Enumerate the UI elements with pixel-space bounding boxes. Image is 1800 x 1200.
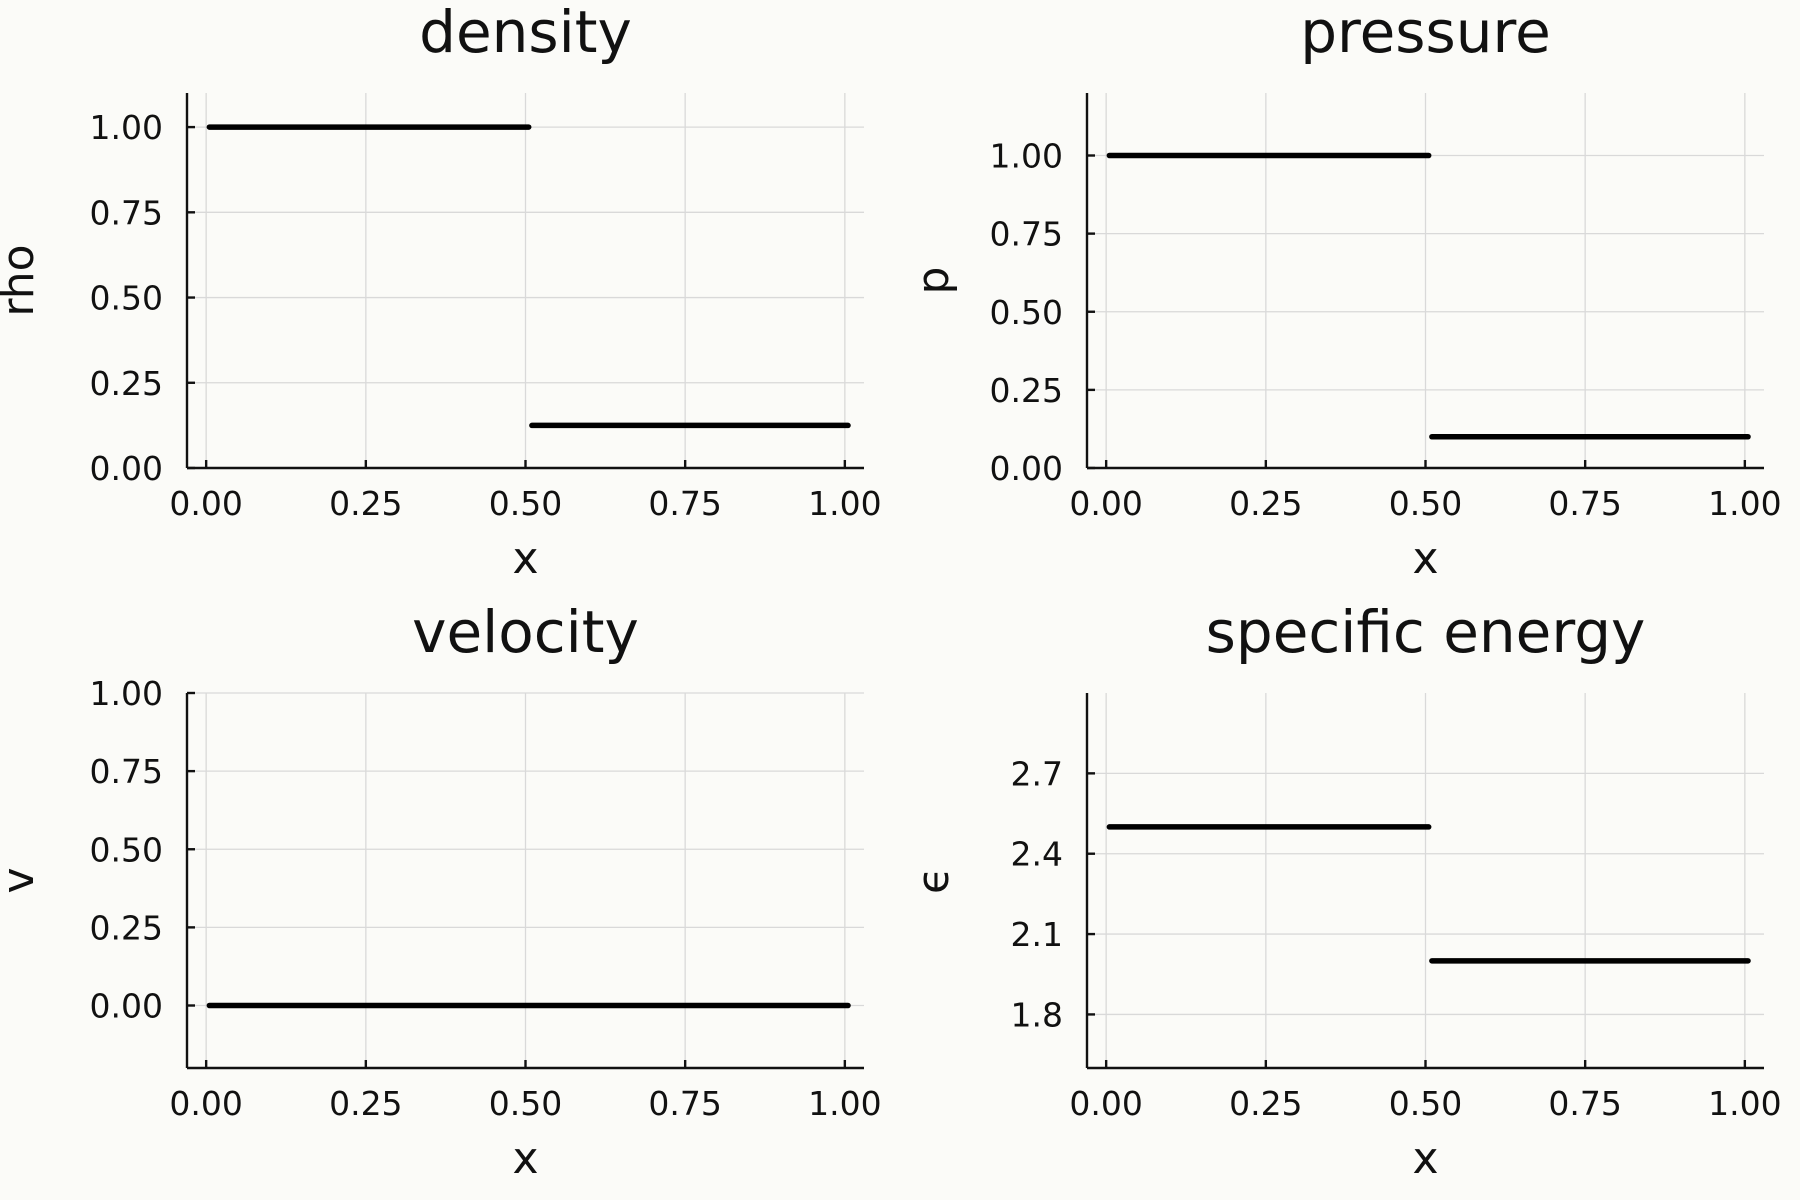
x-tick-label: 0.00: [169, 484, 242, 523]
x-axis-label: x: [512, 533, 538, 584]
y-tick-label: 0.75: [90, 752, 163, 791]
y-tick-label: 0.25: [990, 371, 1063, 410]
x-tick-label: 0.50: [489, 1084, 562, 1123]
y-tick-label: 2.4: [1011, 835, 1063, 874]
x-tick-label: 0.75: [648, 484, 721, 523]
x-tick-label: 1.00: [1708, 1084, 1781, 1123]
y-axis-label: v: [0, 867, 44, 893]
y-tick-label: 2.1: [1011, 915, 1063, 954]
x-tick-label: 0.25: [1229, 484, 1302, 523]
x-tick-label: 0.50: [1389, 1084, 1462, 1123]
subplot-1: 0.00 0.25 0.50 0.75 1.00 0.00 0.25 0.50 0.75 1.00…: [0, 0, 882, 584]
x-tick-label: 0.00: [169, 1084, 242, 1123]
y-tick-label: 0.25: [90, 908, 163, 947]
y-tick-label: 0.00: [990, 449, 1063, 488]
chart-title: density: [419, 0, 632, 66]
x-tick-label: 1.00: [1708, 484, 1781, 523]
x-tick-label: 0.75: [1548, 484, 1621, 523]
x-tick-label: 0.75: [648, 1084, 721, 1123]
x-axis-label: x: [512, 1133, 538, 1184]
y-tick-label: 2.7: [1011, 754, 1063, 793]
subplot-4: 0.00 0.25 0.50 0.75 1.00 1.8 2.1 2.4 2.7 specific…: [908, 598, 1782, 1184]
x-axis-label: x: [1412, 533, 1438, 584]
y-axis-label: p: [908, 267, 959, 295]
x-tick-label: 0.25: [329, 484, 402, 523]
x-axis-label: x: [1412, 1133, 1438, 1184]
y-tick-label: 1.00: [90, 108, 163, 147]
y-tick-label: 0.50: [90, 279, 163, 318]
chart-title: specific energy: [1206, 598, 1646, 666]
x-tick-label: 0.00: [1069, 484, 1142, 523]
y-tick-label: 0.25: [90, 364, 163, 403]
y-tick-label: 0.50: [90, 830, 163, 869]
x-tick-label: 0.50: [1389, 484, 1462, 523]
y-tick-label: 0.75: [990, 215, 1063, 254]
y-axis-label: rho: [0, 244, 44, 316]
y-tick-label: 0.75: [90, 193, 163, 232]
x-tick-label: 1.00: [808, 1084, 881, 1123]
chart-title: velocity: [412, 598, 639, 666]
y-tick-label: 1.8: [1011, 995, 1063, 1034]
x-tick-label: 1.00: [808, 484, 881, 523]
y-axis-label: ϵ: [908, 867, 959, 894]
x-tick-label: 0.00: [1069, 1084, 1142, 1123]
subplot-2: 0.00 0.25 0.50 0.75 1.00 0.00 0.25 0.50 0.75 1.00…: [908, 0, 1782, 584]
subplot-3: 0.00 0.25 0.50 0.75 1.00 0.00 0.25 0.50 0.75 1.00…: [0, 598, 882, 1184]
y-tick-label: 1.00: [90, 674, 163, 713]
y-tick-label: 0.00: [90, 449, 163, 488]
x-tick-label: 0.25: [1229, 1084, 1302, 1123]
y-tick-label: 0.00: [90, 987, 163, 1026]
x-tick-label: 0.25: [329, 1084, 402, 1123]
x-tick-label: 0.50: [489, 484, 562, 523]
chart-title: pressure: [1300, 0, 1551, 66]
y-tick-label: 0.50: [990, 293, 1063, 332]
x-tick-label: 0.75: [1548, 1084, 1621, 1123]
y-tick-label: 1.00: [990, 137, 1063, 176]
